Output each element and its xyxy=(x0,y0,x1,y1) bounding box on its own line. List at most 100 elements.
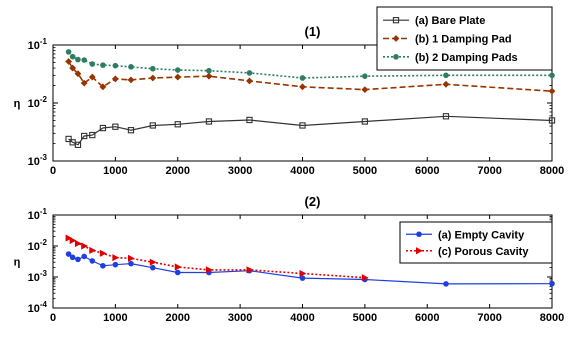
data-point xyxy=(205,266,213,274)
data-point xyxy=(299,275,306,281)
data-point xyxy=(127,127,135,134)
x-tick-label: 3000 xyxy=(228,312,252,324)
data-point xyxy=(65,251,72,257)
data-point xyxy=(174,73,182,81)
chart-panel-1: (1) η 0 1000 2000 3000 4000 5000 6000 7000 8000 10-… xyxy=(14,6,564,177)
legend-label: (b) 2 Damping Pads xyxy=(415,52,518,64)
y-axis-label: η xyxy=(14,257,21,269)
data-point xyxy=(99,124,107,132)
x-tick-label: 1000 xyxy=(103,165,127,177)
data-point xyxy=(246,116,253,124)
series-1 xyxy=(65,113,556,148)
data-point xyxy=(299,269,307,278)
y-axis-label: η xyxy=(14,98,21,110)
data-point xyxy=(89,246,97,255)
data-point xyxy=(112,254,120,262)
y-tick-label: 10-1 xyxy=(28,207,48,222)
data-point xyxy=(205,72,213,80)
series-2 xyxy=(65,234,369,282)
x-tick-label: 4000 xyxy=(290,312,314,324)
x-tick-label: 6000 xyxy=(415,165,439,177)
data-point xyxy=(111,75,119,83)
data-point xyxy=(361,86,369,94)
data-point xyxy=(65,58,72,65)
y-tick-label: 10-3 xyxy=(28,153,48,168)
data-point xyxy=(89,131,96,139)
data-point xyxy=(112,62,119,69)
y-tick-label: 10-3 xyxy=(28,269,48,284)
chart-title: (1) xyxy=(305,24,321,39)
data-point xyxy=(100,262,106,269)
data-point xyxy=(127,76,135,84)
x-tick-label: 7000 xyxy=(477,165,501,177)
legend-marker xyxy=(393,54,399,60)
data-point xyxy=(150,264,156,271)
data-point xyxy=(443,281,449,287)
data-point xyxy=(112,261,119,268)
data-point xyxy=(549,72,555,79)
data-point xyxy=(65,234,73,242)
y-tick-label: 10-2 xyxy=(28,238,48,253)
x-tick-label: 5000 xyxy=(353,165,377,177)
data-point xyxy=(89,61,96,67)
legend: (a) Bare Plate (b) 1 Damping Pad (b) 2 Dam… xyxy=(376,6,553,71)
data-point xyxy=(174,263,182,271)
data-point xyxy=(299,75,306,81)
data-point xyxy=(81,242,88,250)
data-point xyxy=(174,67,181,73)
chart-title: (2) xyxy=(305,194,321,209)
x-tick-label: 7000 xyxy=(477,312,501,324)
data-point xyxy=(74,239,82,248)
data-point xyxy=(549,280,555,287)
data-point xyxy=(69,254,76,261)
data-point xyxy=(65,49,72,55)
x-tick-label: 3000 xyxy=(228,165,252,177)
y-tick-label: 10-2 xyxy=(28,95,48,110)
data-point xyxy=(149,74,157,82)
data-point xyxy=(205,118,213,125)
data-point xyxy=(362,73,368,79)
legend-label: (c) Porous Cavity xyxy=(438,246,529,258)
x-tick-label: 8000 xyxy=(540,312,564,324)
data-point xyxy=(112,123,119,130)
chart-panel-2: (2) η 0 1000 2000 3000 4000 5000 6000 7000 8000 10-… xyxy=(14,194,565,324)
data-point xyxy=(81,253,87,260)
legend-marker xyxy=(416,231,422,238)
data-point xyxy=(75,56,81,63)
legend-label: (a) Bare Plate xyxy=(415,15,485,27)
data-point xyxy=(81,57,87,63)
legend-marker xyxy=(392,17,400,24)
x-tick-label: 1000 xyxy=(103,312,127,324)
data-point xyxy=(361,274,369,282)
legend-label: (b) 1 Damping Pad xyxy=(415,34,512,46)
legend-box xyxy=(399,221,553,264)
series-1 xyxy=(65,251,555,287)
data-point xyxy=(246,77,253,85)
data-point xyxy=(74,141,82,148)
data-point xyxy=(81,132,88,140)
series-line xyxy=(67,51,552,79)
data-point xyxy=(99,249,107,257)
x-tick-label: 8000 xyxy=(540,165,564,177)
data-point xyxy=(149,122,156,129)
series-line xyxy=(68,253,553,285)
data-point xyxy=(69,64,77,72)
data-point xyxy=(88,73,96,81)
data-point xyxy=(206,67,212,74)
series-2 xyxy=(65,58,556,95)
legend: (a) Empty Cavity (c) Porous Cavity xyxy=(399,221,553,264)
data-point xyxy=(75,256,81,263)
data-point xyxy=(128,260,134,267)
x-tick-label: 6000 xyxy=(415,312,439,324)
data-point xyxy=(246,70,253,76)
x-tick-label: 4000 xyxy=(290,165,314,177)
data-point xyxy=(80,79,88,87)
legend-marker xyxy=(416,247,423,255)
x-tick-label: 5000 xyxy=(353,312,377,324)
data-point xyxy=(174,121,181,128)
data-point xyxy=(74,70,82,78)
x-tick-label: 0 xyxy=(50,312,56,324)
y-tick-label: 10-1 xyxy=(28,37,48,52)
data-point xyxy=(150,65,156,72)
